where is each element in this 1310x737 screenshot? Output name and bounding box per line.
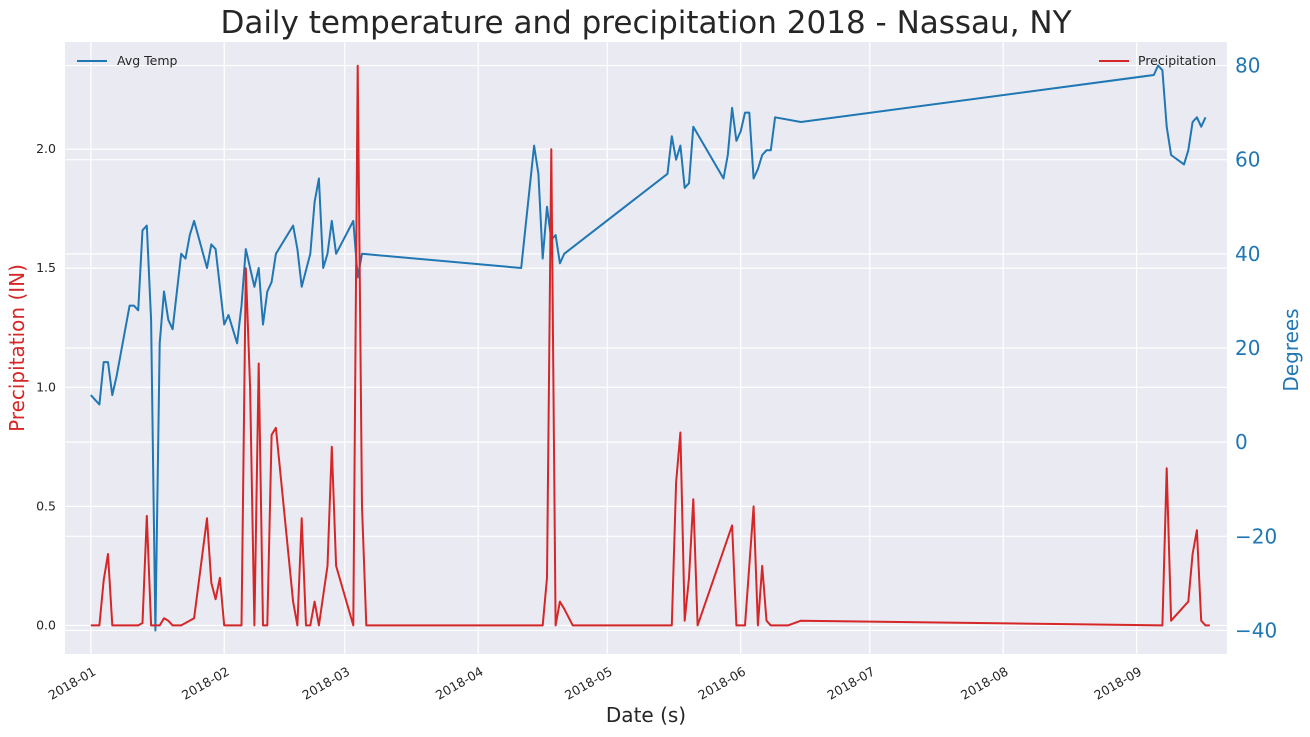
y-tick-label-right: 80	[1235, 54, 1260, 78]
legend-temp-label: Avg Temp	[117, 53, 178, 68]
y-tick-label-right: 40	[1235, 242, 1260, 266]
y-tick-label-right: −20	[1235, 524, 1277, 548]
x-axis-label: Date (s)	[606, 703, 686, 727]
y-axis-label-right: Degrees	[1279, 308, 1303, 391]
x-tick-label: 2018-08	[958, 664, 1011, 703]
legend-precip: Precipitation	[1099, 53, 1216, 68]
x-tick-label: 2018-02	[179, 664, 232, 703]
y-tick-label-left: 1.0	[36, 379, 56, 394]
legend-temp: Avg Temp	[77, 53, 178, 68]
avg-temp-line	[90, 64, 1207, 632]
y-tick-label-right: 0	[1235, 430, 1248, 454]
y-tick-label-left: 0.0	[36, 617, 56, 632]
y-axis-label-left: Precipitation (IN)	[5, 264, 29, 432]
x-tick-label: 2018-09	[1091, 664, 1144, 703]
y-tick-label-left: 2.0	[36, 141, 56, 156]
series-lines	[90, 64, 1210, 632]
x-tick-label: 2018-04	[433, 664, 486, 703]
y-tick-label-left: 0.5	[36, 498, 56, 513]
x-tick-label: 2018-03	[300, 664, 353, 703]
y-tick-label-right: −40	[1235, 618, 1277, 642]
y-tick-label-right: 60	[1235, 148, 1260, 172]
chart-title: Daily temperature and precipitation 2018…	[220, 5, 1071, 41]
x-tick-label: 2018-07	[825, 664, 878, 703]
x-tick-label: 2018-01	[46, 664, 99, 703]
y-tick-label-left: 1.5	[36, 260, 56, 275]
x-tick-label: 2018-06	[695, 664, 748, 703]
legend-precip-label: Precipitation	[1138, 53, 1216, 68]
y-tick-label-right: 20	[1235, 336, 1260, 360]
precipitation-line	[90, 64, 1210, 627]
x-tick-label: 2018-05	[562, 664, 615, 703]
